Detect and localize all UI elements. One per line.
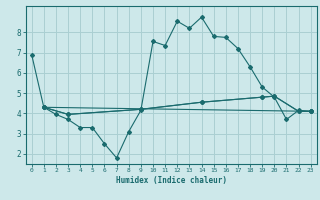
X-axis label: Humidex (Indice chaleur): Humidex (Indice chaleur) <box>116 176 227 185</box>
